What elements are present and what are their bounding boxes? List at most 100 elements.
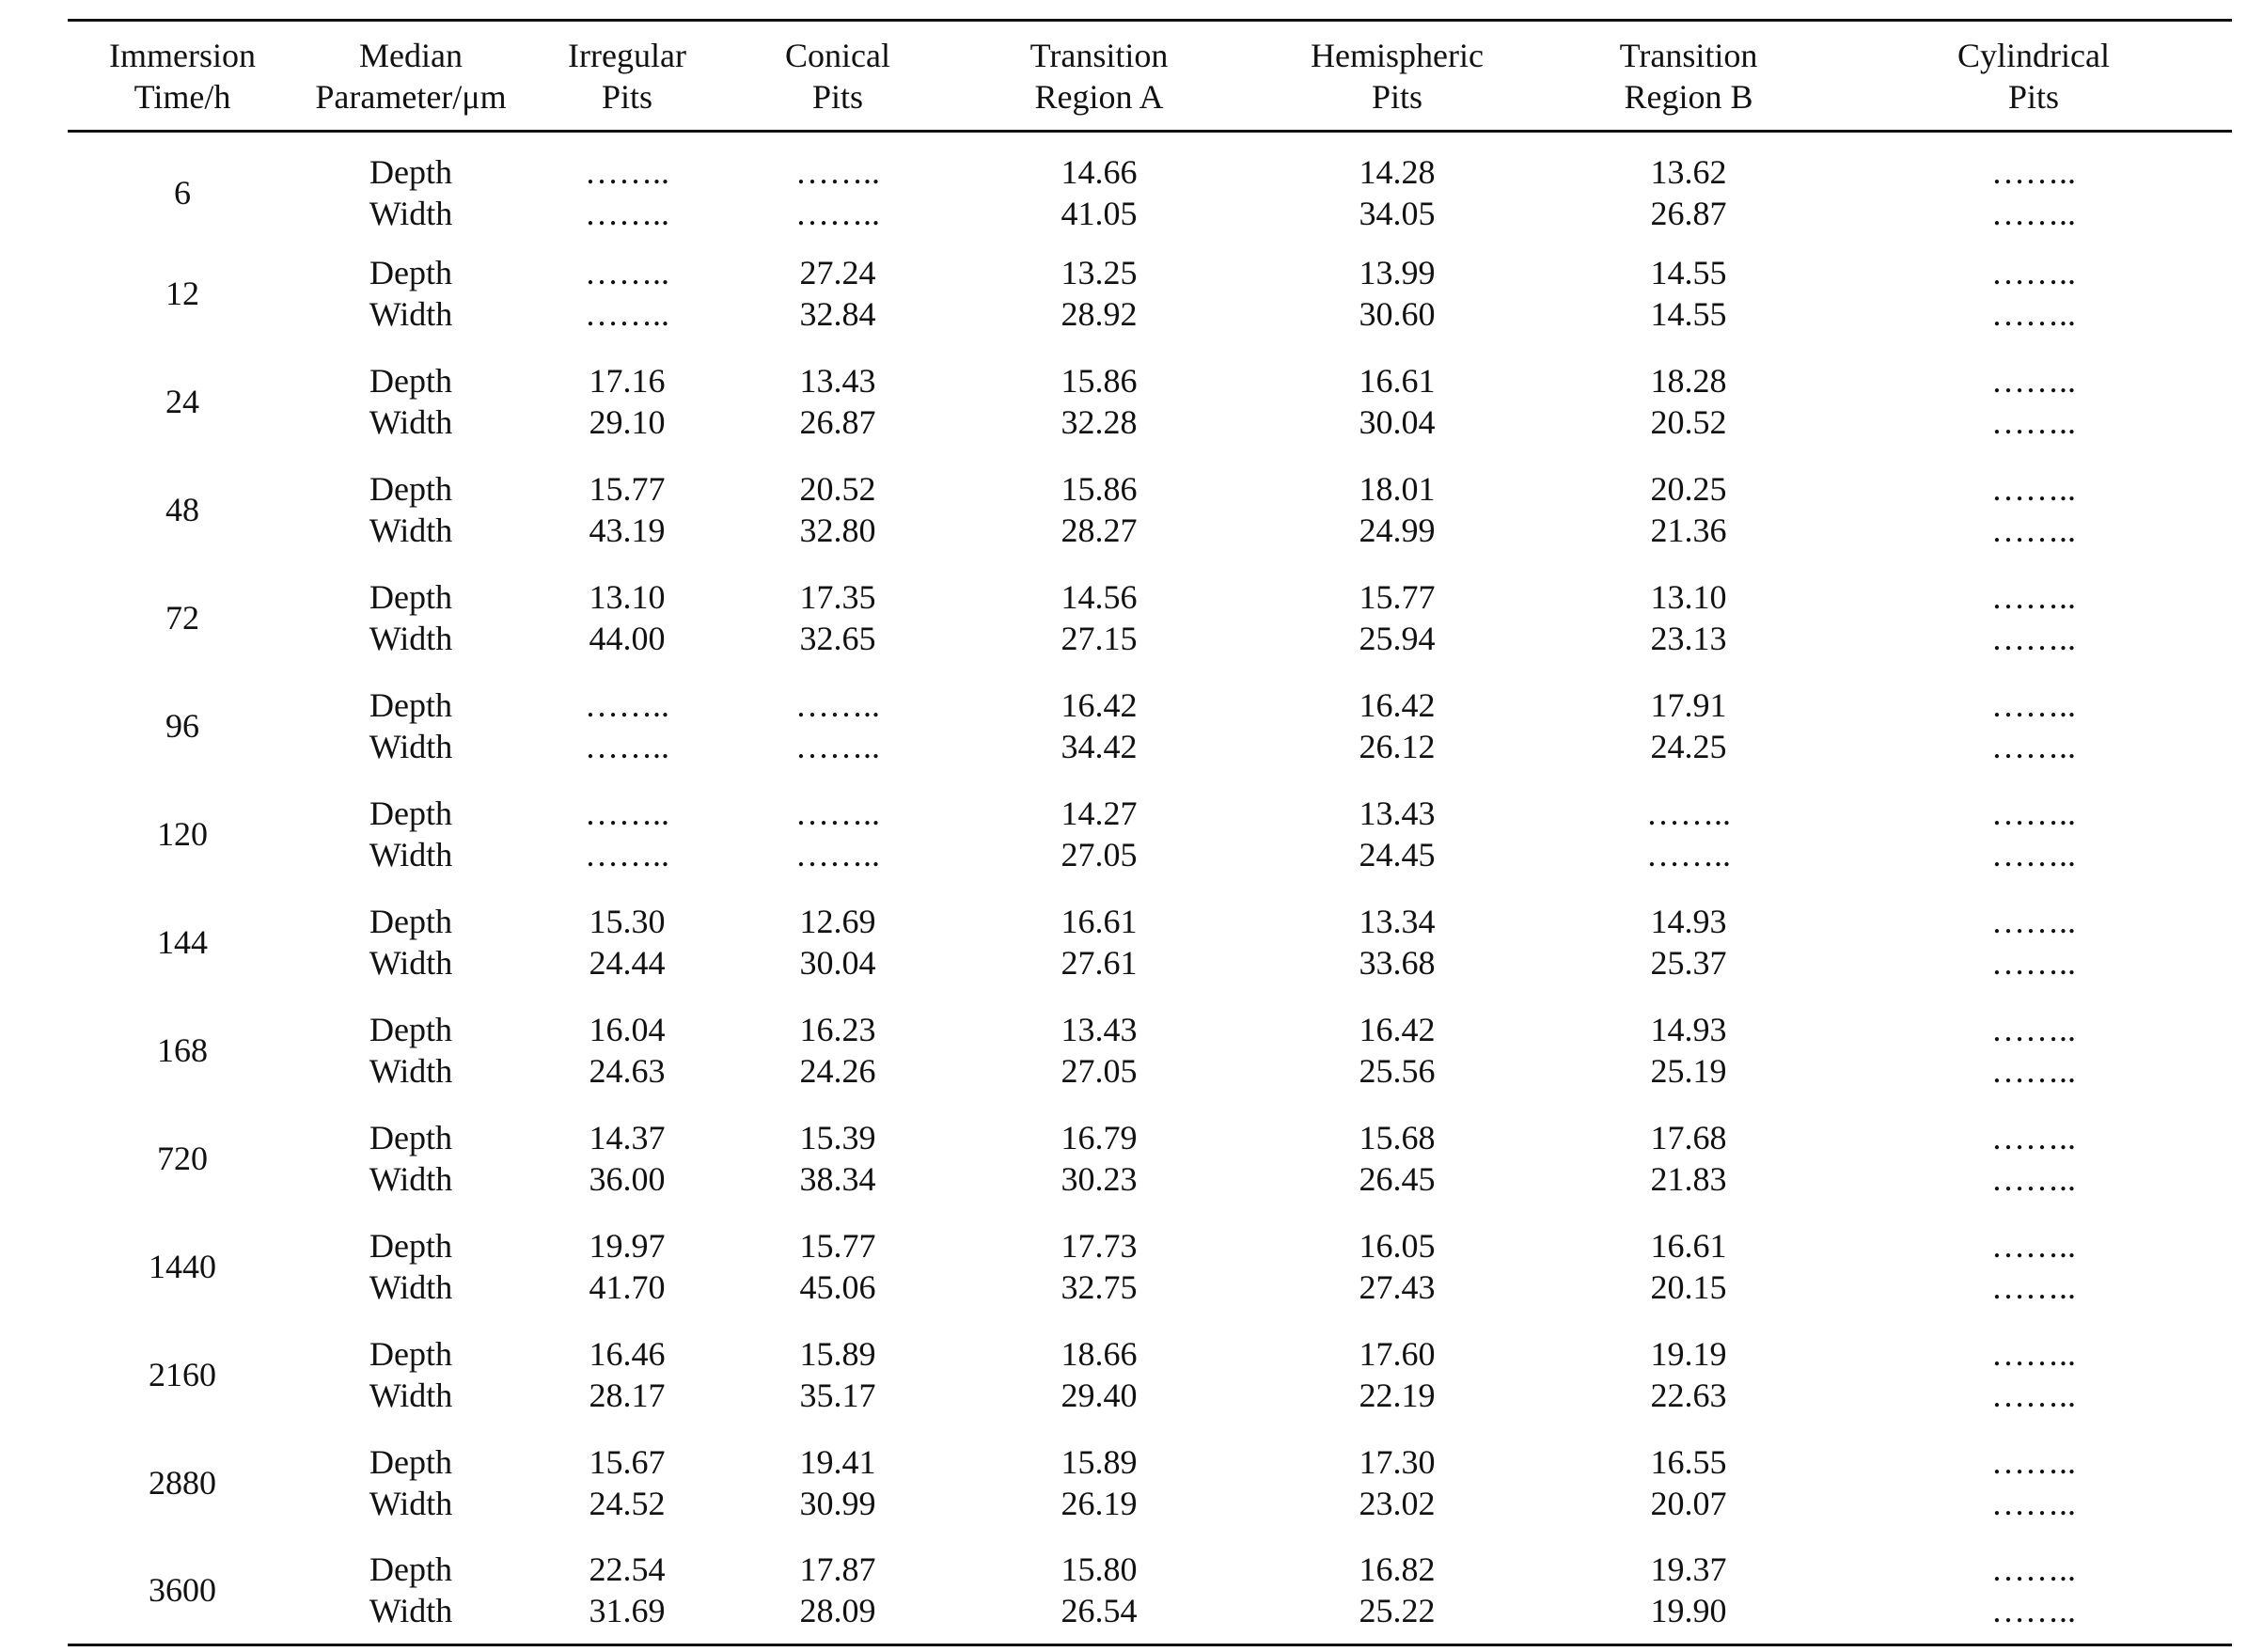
header-median-parameter: Median Parameter/μm	[297, 19, 525, 133]
cylindrical-pits-cell: ……..……..	[1835, 1213, 2232, 1321]
irregular-pits-depth-value: ……..	[585, 795, 669, 832]
transition-region-b-depth-value: 19.37	[1650, 1550, 1727, 1589]
depth-label: Depth	[369, 1119, 452, 1156]
hemispheric-pits-width-value: 34.05	[1359, 194, 1436, 232]
hemispheric-pits-cell: 17.30 23.02	[1252, 1429, 1542, 1537]
hemispheric-pits-depth-value: 16.82	[1359, 1550, 1436, 1589]
transition-region-b-width-value: 20.15	[1650, 1268, 1727, 1306]
cylindrical-pits-depth-value: ……..	[1991, 152, 2076, 191]
cylindrical-pits-cell: ……..……..	[1835, 564, 2232, 672]
irregular-pits-width-value: ……..	[585, 728, 669, 765]
hemispheric-pits-width-value: 22.19	[1359, 1377, 1436, 1414]
transition-region-a-depth-value: 18.66	[1061, 1335, 1138, 1373]
conical-pits-depth-value: ……..	[795, 795, 880, 832]
transition-region-b-depth-value: 13.10	[1650, 578, 1727, 616]
width-label: Width	[369, 511, 453, 549]
width-label: Width	[369, 1268, 453, 1306]
hemispheric-pits-width-value: 27.43	[1359, 1268, 1436, 1306]
cylindrical-pits-cell: ……..……..	[1835, 889, 2232, 997]
immersion-time-cell: 72	[165, 599, 199, 637]
irregular-pits-cell: 22.54 31.69	[525, 1536, 730, 1646]
transition-region-a-depth-value: 14.56	[1061, 578, 1138, 616]
transition-region-b-width-value: 20.52	[1650, 403, 1727, 441]
irregular-pits-cell: ……..……..	[525, 132, 730, 240]
irregular-pits-depth-value: 16.04	[589, 1011, 666, 1048]
hemispheric-pits-width-value: 30.60	[1359, 295, 1436, 333]
transition-region-b-cell: 17.68 21.83	[1542, 1105, 1835, 1213]
parameter-cell: Depth Width	[297, 1321, 525, 1429]
transition-region-a-cell: 17.73 32.75	[946, 1213, 1252, 1321]
cylindrical-pits-width-value: ……..	[1991, 728, 2076, 765]
conical-pits-cell: …….. ……..	[730, 780, 946, 889]
conical-pits-cell: …….. ……..	[730, 672, 946, 780]
cylindrical-pits-cell: ……..……..	[1835, 780, 2232, 889]
parameter-cell: Depth Width	[297, 1429, 525, 1537]
conical-pits-depth-value: 27.24	[799, 254, 876, 291]
transition-region-b-width-value: 25.37	[1650, 944, 1727, 982]
transition-region-b-depth-value: 14.93	[1650, 903, 1727, 940]
transition-region-b-width-value: 24.25	[1650, 728, 1727, 765]
hemispheric-pits-depth-value: 16.42	[1359, 1011, 1436, 1048]
immersion-time-cell: 144	[157, 923, 208, 961]
conical-pits-depth-value: 17.35	[799, 578, 876, 616]
irregular-pits-width-value: 28.17	[589, 1377, 666, 1414]
transition-region-a-cell: 16.42 34.42	[946, 672, 1252, 780]
table-row: 720 Depth Width 14.37 36.00 15.39 38.34 16.79 30…	[68, 1105, 2232, 1213]
cylindrical-pits-cell: ……..……..	[1835, 672, 2232, 780]
parameter-cell: Depth Width	[297, 1213, 525, 1321]
transition-region-a-cell: 15.89 26.19	[946, 1429, 1252, 1537]
transition-region-a-depth-value: 16.42	[1061, 686, 1138, 724]
hemispheric-pits-width-value: 24.45	[1359, 836, 1436, 873]
conical-pits-depth-value: ……..	[795, 152, 880, 191]
width-label: Width	[369, 836, 453, 873]
hemispheric-pits-cell: 17.60 22.19	[1252, 1321, 1542, 1429]
cylindrical-pits-cell: ……..……..	[1835, 1105, 2232, 1213]
table-row: 120 Depth Width……..……..……..…….. 14.27 27.05 1…	[68, 780, 2232, 889]
table-row: 96 Depth Width……..……..……..…….. 16.42 34.42 16…	[68, 672, 2232, 780]
conical-pits-width-value: 28.09	[799, 1592, 876, 1630]
immersion-time-cell: 48	[165, 491, 199, 528]
cylindrical-pits-depth-value: ……..	[1991, 578, 2076, 616]
depth-label: Depth	[369, 470, 452, 508]
hemispheric-pits-cell: 13.43 24.45	[1252, 780, 1542, 889]
irregular-pits-cell: ……..……..	[525, 780, 730, 889]
transition-region-a-width-value: 27.05	[1061, 1052, 1138, 1090]
transition-region-b-width-value: 25.19	[1650, 1052, 1727, 1090]
header-line: Region B	[1624, 77, 1753, 116]
conical-pits-cell: 19.41 30.99	[730, 1429, 946, 1537]
conical-pits-depth-value: 19.41	[799, 1443, 876, 1481]
conical-pits-depth-value: ……..	[795, 686, 880, 724]
cylindrical-pits-width-value: ……..	[1991, 836, 2076, 873]
width-label: Width	[369, 1052, 453, 1090]
transition-region-b-cell: …….. ……..	[1542, 780, 1835, 889]
transition-region-a-cell: 16.79 30.23	[946, 1105, 1252, 1213]
hemispheric-pits-depth-value: 13.43	[1359, 795, 1436, 832]
irregular-pits-cell: 16.46 28.17	[525, 1321, 730, 1429]
irregular-pits-cell: 13.10 44.00	[525, 564, 730, 672]
conical-pits-width-value: 32.84	[799, 295, 876, 333]
transition-region-a-width-value: 34.42	[1061, 728, 1138, 765]
transition-region-a-depth-value: 15.89	[1061, 1443, 1138, 1481]
cylindrical-pits-width-value: ……..	[1991, 1268, 2076, 1306]
conical-pits-width-value: 45.06	[799, 1268, 876, 1306]
parameter-cell: Depth Width	[297, 240, 525, 348]
conical-pits-width-value: 38.34	[799, 1160, 876, 1198]
immersion-time-cell: 96	[165, 707, 199, 745]
header-line: Conical	[785, 36, 890, 74]
table-row: 12 Depth Width …….. …….. 27.24 32.84 13.25 28.92…	[68, 240, 2232, 348]
cylindrical-pits-cell: ……..……..	[1835, 1429, 2232, 1537]
table-row: 1440 Depth Width 19.97 41.70 15.77 45.06 17.73 3…	[68, 1213, 2232, 1321]
hemispheric-pits-cell: 15.77 25.94	[1252, 564, 1542, 672]
immersion-time-cell: 120	[157, 815, 208, 853]
cylindrical-pits-width-value: ……..	[1991, 1377, 2076, 1414]
cylindrical-pits-cell: ……..……..	[1835, 240, 2232, 348]
header-line: Time/h	[134, 77, 231, 116]
cylindrical-pits-width-value: ……..	[1991, 1160, 2076, 1198]
header-line: Pits	[2007, 77, 2060, 116]
transition-region-a-width-value: 27.05	[1061, 836, 1138, 873]
hemispheric-pits-depth-value: 16.05	[1359, 1227, 1436, 1265]
conical-pits-cell: 15.77 45.06	[730, 1213, 946, 1321]
transition-region-b-width-value: 21.83	[1650, 1160, 1727, 1198]
immersion-time-cell: 2880	[149, 1464, 216, 1502]
conical-pits-width-value: ……..	[795, 836, 880, 873]
